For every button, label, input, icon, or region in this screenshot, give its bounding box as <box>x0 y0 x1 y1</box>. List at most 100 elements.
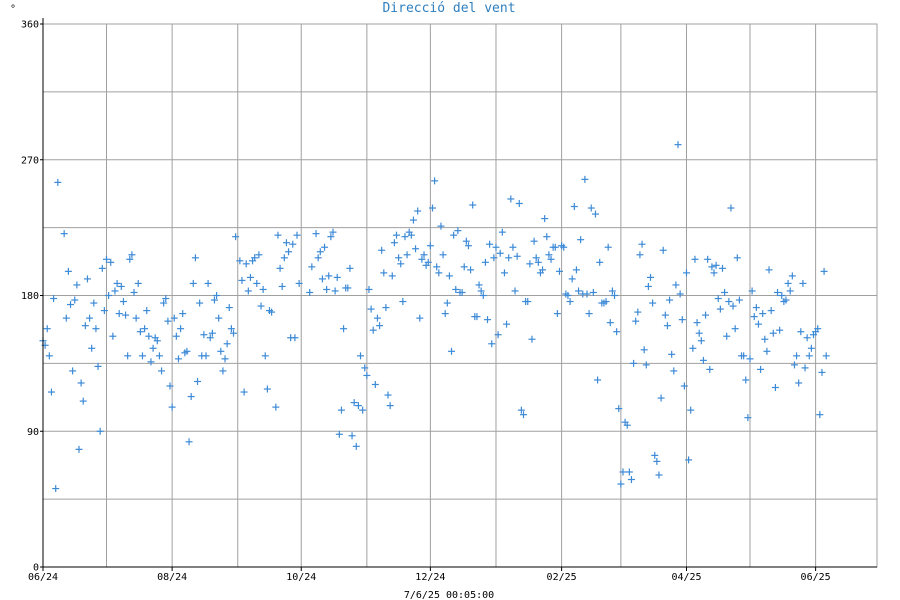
data-point <box>583 290 591 298</box>
data-point <box>337 406 345 414</box>
data-point <box>564 292 572 299</box>
data-point <box>333 273 341 281</box>
data-point <box>418 255 426 263</box>
data-point <box>122 311 130 319</box>
data-point <box>822 352 830 360</box>
data-point <box>367 305 375 313</box>
data-point <box>185 438 193 446</box>
data-point <box>420 251 428 259</box>
data-point <box>130 288 138 296</box>
data-point <box>179 310 187 318</box>
data-point <box>291 334 299 342</box>
data-point <box>682 269 690 277</box>
data-point <box>782 296 790 304</box>
data-point <box>666 296 674 304</box>
data-point <box>532 254 540 262</box>
data-point <box>670 367 678 375</box>
data-point <box>458 288 466 296</box>
data-point <box>206 334 214 342</box>
data-point <box>704 255 712 263</box>
data-point <box>327 233 335 241</box>
data-point <box>225 304 233 312</box>
y-tick-labels: 0 90 180 270 360 <box>21 20 39 574</box>
data-point <box>329 228 337 236</box>
data-point <box>475 281 483 289</box>
data-point <box>674 141 682 149</box>
data-point <box>731 325 739 333</box>
data-point <box>257 302 265 310</box>
data-point <box>615 405 623 413</box>
data-point <box>403 251 411 259</box>
data-point <box>725 298 733 306</box>
data-point <box>289 240 297 248</box>
data-point <box>194 377 202 385</box>
data-point <box>276 264 284 272</box>
data-point <box>407 231 415 239</box>
data-point <box>62 314 70 322</box>
data-point <box>445 272 453 280</box>
data-point <box>763 347 771 355</box>
data-point <box>630 359 638 367</box>
data-point <box>164 317 172 325</box>
data-point <box>435 269 443 277</box>
data-point <box>555 267 563 275</box>
data-point <box>380 269 388 277</box>
data-point <box>632 317 640 325</box>
data-point <box>227 325 235 333</box>
data-point <box>373 314 381 322</box>
data-point <box>357 352 365 360</box>
data-point <box>776 326 784 334</box>
data-point <box>251 254 259 262</box>
data-point <box>354 402 362 410</box>
data-point <box>721 288 729 296</box>
data-point <box>45 352 53 360</box>
data-point <box>765 266 773 274</box>
data-point <box>602 298 610 306</box>
data-point <box>668 350 676 358</box>
data-point <box>340 325 348 333</box>
data-point <box>507 195 515 203</box>
data-point <box>189 279 197 287</box>
data-point <box>774 288 782 296</box>
data-point <box>492 243 500 251</box>
data-point <box>94 362 102 370</box>
data-point <box>642 361 650 369</box>
data-point <box>524 298 532 306</box>
data-point <box>452 285 460 293</box>
data-point <box>551 243 559 251</box>
data-point <box>543 233 551 241</box>
data-point <box>293 231 301 239</box>
data-point <box>215 314 223 322</box>
data-point <box>278 282 286 290</box>
data-point <box>113 279 121 287</box>
data-point <box>361 364 369 372</box>
data-point <box>657 394 665 402</box>
data-point <box>255 251 263 259</box>
data-point <box>261 352 269 360</box>
y-tick-label: 180 <box>21 291 39 302</box>
data-point <box>757 365 765 373</box>
data-point <box>96 427 104 435</box>
data-point <box>526 260 534 268</box>
data-point <box>805 352 813 360</box>
data-point <box>750 313 758 321</box>
data-point <box>672 281 680 289</box>
data-point <box>81 322 89 330</box>
data-point <box>619 468 627 476</box>
data-point <box>90 299 98 307</box>
data-point <box>651 451 659 459</box>
data-point <box>481 258 489 266</box>
data-point <box>191 254 199 262</box>
data-point <box>369 326 377 334</box>
data-point <box>627 476 635 484</box>
data-point <box>716 305 724 313</box>
data-point <box>274 231 282 239</box>
data-point <box>128 251 136 259</box>
data-point <box>365 285 373 293</box>
data-point <box>50 295 58 303</box>
data-point <box>606 319 614 327</box>
data-point <box>98 264 106 272</box>
data-point <box>348 432 356 440</box>
data-point <box>378 246 386 254</box>
data-point <box>208 329 216 337</box>
